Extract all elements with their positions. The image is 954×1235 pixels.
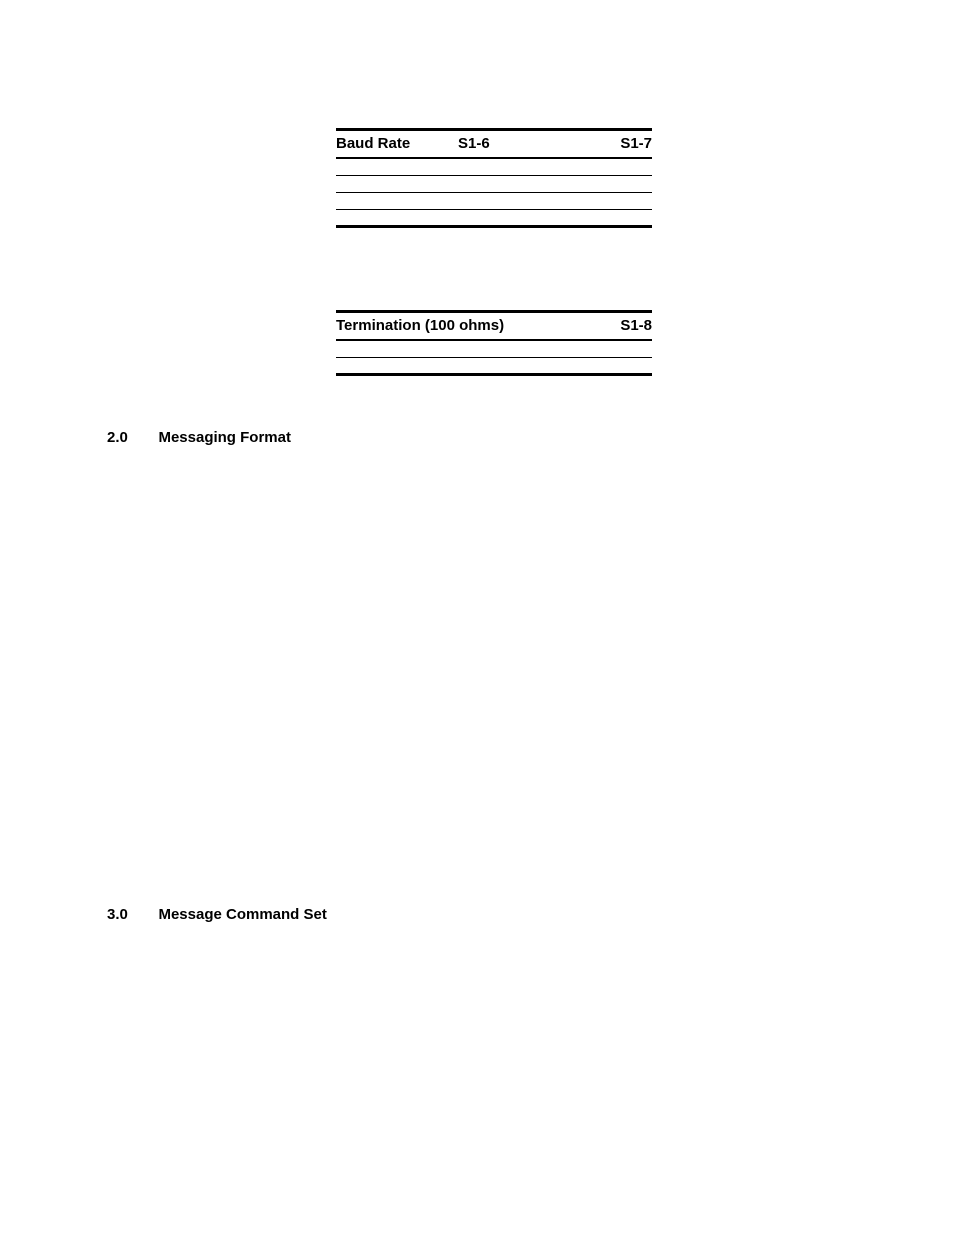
section-title: Messaging Format [158, 429, 291, 446]
section-title: Message Command Set [158, 906, 326, 923]
termination-table-container: Termination (100 ohms) S1-8 [336, 310, 652, 376]
table-row [336, 357, 652, 374]
section-heading-3: 3.0 Message Command Set [107, 906, 327, 924]
termination-table: Termination (100 ohms) S1-8 [336, 310, 652, 376]
section-heading-2: 2.0 Messaging Format [107, 429, 291, 447]
termination-header: Termination (100 ohms) [336, 312, 576, 341]
s1-6-header: S1-6 [458, 130, 576, 159]
baud-rate-table: Baud Rate S1-6 S1-7 [336, 128, 652, 228]
section-number: 2.0 [107, 429, 154, 446]
section-number: 3.0 [107, 906, 154, 923]
table-row [336, 192, 652, 209]
table-header-row: Termination (100 ohms) S1-8 [336, 312, 652, 341]
table-header-row: Baud Rate S1-6 S1-7 [336, 130, 652, 159]
table-row [336, 340, 652, 357]
table-row [336, 158, 652, 175]
table-row [336, 175, 652, 192]
s1-7-header: S1-7 [576, 130, 652, 159]
table-row [336, 209, 652, 226]
s1-8-header: S1-8 [576, 312, 652, 341]
baud-rate-table-container: Baud Rate S1-6 S1-7 [336, 128, 652, 228]
baud-rate-header: Baud Rate [336, 130, 458, 159]
